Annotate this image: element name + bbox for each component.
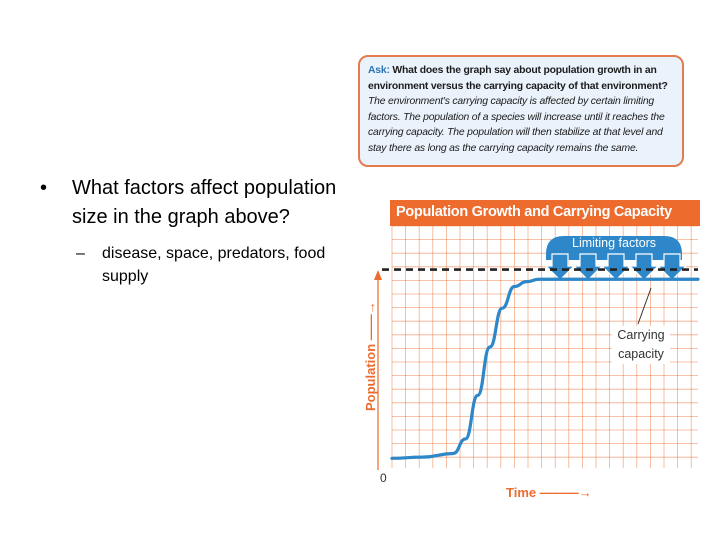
sub-bullet-text: disease, space, predators, food supply [102,245,326,285]
chart-plot [374,225,700,470]
ask-label: Ask: [368,65,390,76]
y-axis-arrowhead [374,270,382,280]
population-curve [390,277,700,460]
chart-title-bar [390,200,700,226]
ask-answer: The environment's carrying capacity is a… [368,96,665,154]
bullet-dot: • [40,177,48,199]
limiting-factors-label: Limiting factors [572,236,657,250]
ask-question: What does the graph say about population… [368,65,668,92]
carrying-capacity-leader [637,287,652,325]
limiting-factor-arrow [600,253,632,281]
limiting-factor-arrow [656,253,688,281]
limiting-factor-arrow [544,253,576,281]
chart-title: Population Growth and Carrying Capacity [396,204,672,220]
bullet-item: • What factors affect population size in… [40,174,355,232]
x-axis-label: Time ———→ [506,485,592,500]
population-chart: Population Growth and Carrying Capacity … [360,196,700,506]
sub-bullet-item: – disease, space, predators, food supply [40,242,355,288]
y-axis-label: Population ——→ [363,301,378,411]
ask-box: Ask: What does the graph say about popul… [358,55,684,167]
carrying-capacity-label: Carrying capacity [612,326,670,364]
sub-bullet-dash: – [76,245,85,262]
limiting-factor-arrow [572,253,604,281]
bullet-main-text: What factors affect population size in t… [72,177,337,228]
bullet-list: • What factors affect population size in… [40,174,355,288]
y-tick-zero: 0 [380,471,387,485]
limiting-factor-arrow [628,253,660,281]
